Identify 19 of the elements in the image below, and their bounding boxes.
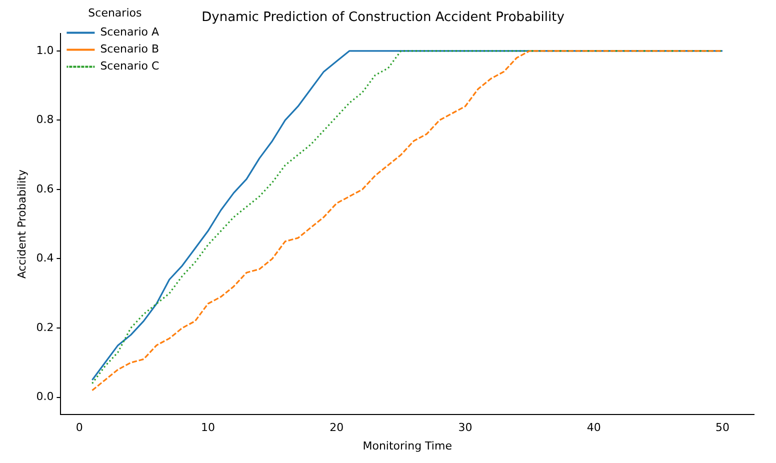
x-tick-label: 10 (200, 421, 215, 434)
y-tick-label: 0.8 (36, 113, 54, 126)
x-tick-label: 50 (715, 421, 730, 434)
y-axis-title: Accident Probability (15, 169, 28, 279)
x-axis-title: Monitoring Time (362, 439, 452, 452)
y-tick-label: 0.4 (36, 252, 54, 265)
x-tick-label: 0 (76, 421, 83, 434)
x-tick-label: 40 (586, 421, 601, 434)
legend-label: Scenario B (100, 42, 160, 56)
x-tick-label: 20 (330, 421, 344, 434)
chart-title: Dynamic Prediction of Construction Accident Probability (202, 10, 565, 26)
y-tick-label: 1.0 (36, 44, 54, 57)
y-tick-label: 0.0 (36, 390, 54, 404)
legend-label: Scenario A (100, 26, 160, 39)
legend-label: Scenario C (100, 60, 160, 73)
y-tick-label: 0.6 (36, 182, 54, 196)
x-tick-label: 30 (458, 421, 472, 434)
y-tick-label: 0.2 (36, 320, 54, 334)
legend-title: Scenarios (88, 6, 142, 20)
